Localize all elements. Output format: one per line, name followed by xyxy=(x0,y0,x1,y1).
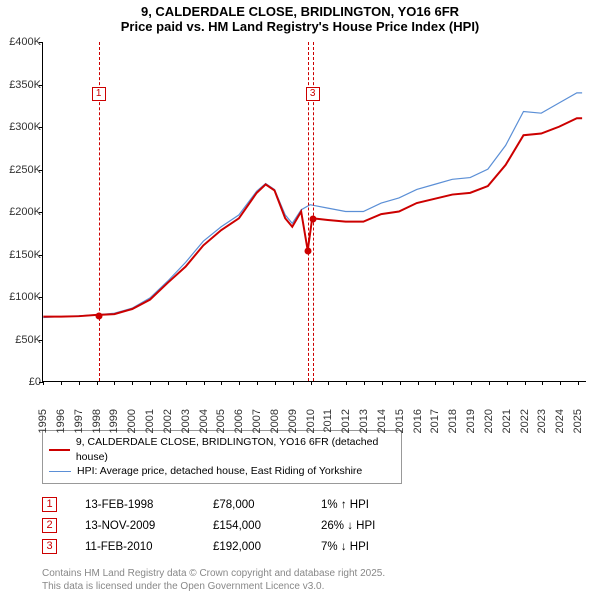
legend-swatch xyxy=(49,471,71,472)
x-tick-label: 2002 xyxy=(162,409,174,433)
legend-row: HPI: Average price, detached house, East… xyxy=(49,464,395,479)
sale-pct: 7% ↓ HPI xyxy=(321,541,421,553)
x-tick-label: 2020 xyxy=(483,409,495,433)
sale-row: 3 11-FEB-2010 £192,000 7% ↓ HPI xyxy=(42,536,542,557)
sales-table: 1 13-FEB-1998 £78,000 1% ↑ HPI 2 13-NOV-2009 £… xyxy=(42,494,542,557)
legend-label: 9, CALDERDALE CLOSE, BRIDLINGTON, YO16 6… xyxy=(76,435,395,464)
sale-marker-box: 3 xyxy=(306,87,320,101)
y-tick-label: £400K xyxy=(1,36,41,48)
x-tick-label: 2021 xyxy=(501,409,513,433)
x-tick-label: 2009 xyxy=(287,409,299,433)
x-tick-label: 2003 xyxy=(180,409,192,433)
x-tick-label: 2017 xyxy=(429,409,441,433)
sale-dot xyxy=(305,248,312,255)
x-tick-label: 2023 xyxy=(536,409,548,433)
sale-date: 13-NOV-2009 xyxy=(85,520,185,532)
sale-dot xyxy=(95,312,102,319)
x-tick-label: 1998 xyxy=(91,409,103,433)
y-tick-label: £100K xyxy=(1,291,41,303)
x-tick-label: 2007 xyxy=(251,409,263,433)
y-tick-label: £350K xyxy=(1,79,41,91)
sale-price: £192,000 xyxy=(213,541,293,553)
sale-number-box: 1 xyxy=(42,497,57,512)
x-tick-label: 2022 xyxy=(519,409,531,433)
x-tick-label: 2004 xyxy=(198,409,210,433)
sale-price: £154,000 xyxy=(213,520,293,532)
x-tick-label: 2000 xyxy=(126,409,138,433)
attribution-line1: Contains HM Land Registry data © Crown c… xyxy=(42,567,562,580)
attribution-text: Contains HM Land Registry data © Crown c… xyxy=(42,567,562,593)
sale-marker-box: 1 xyxy=(92,87,106,101)
x-tick-label: 2011 xyxy=(322,409,334,433)
x-tick-label: 2025 xyxy=(572,409,584,433)
sale-pct: 1% ↑ HPI xyxy=(321,499,421,511)
x-tick-label: 2012 xyxy=(340,409,352,433)
sale-date: 11-FEB-2010 xyxy=(85,541,185,553)
y-tick-label: £300K xyxy=(1,121,41,133)
sale-number-box: 2 xyxy=(42,518,57,533)
sale-row: 1 13-FEB-1998 £78,000 1% ↑ HPI xyxy=(42,494,542,515)
x-tick-label: 1997 xyxy=(73,409,85,433)
title-subtitle: Price paid vs. HM Land Registry's House … xyxy=(0,19,600,34)
x-tick-label: 2016 xyxy=(412,409,424,433)
legend-label: HPI: Average price, detached house, East… xyxy=(77,464,362,479)
sale-row: 2 13-NOV-2009 £154,000 26% ↓ HPI xyxy=(42,515,542,536)
x-tick-label: 1999 xyxy=(108,409,120,433)
x-tick-label: 2006 xyxy=(233,409,245,433)
sale-date: 13-FEB-1998 xyxy=(85,499,185,511)
legend-swatch xyxy=(49,449,70,451)
sale-price: £78,000 xyxy=(213,499,293,511)
x-tick-label: 2014 xyxy=(376,409,388,433)
y-tick-label: £200K xyxy=(1,206,41,218)
x-tick-label: 2001 xyxy=(144,409,156,433)
y-tick-label: £150K xyxy=(1,249,41,261)
x-tick-label: 2013 xyxy=(358,409,370,433)
x-tick-label: 2005 xyxy=(215,409,227,433)
x-tick-label: 1996 xyxy=(55,409,67,433)
x-tick-label: 2010 xyxy=(305,409,317,433)
x-tick-label: 2024 xyxy=(554,409,566,433)
x-tick-label: 2018 xyxy=(447,409,459,433)
sale-pct: 26% ↓ HPI xyxy=(321,520,421,532)
chart-title-block: 9, CALDERDALE CLOSE, BRIDLINGTON, YO16 6… xyxy=(0,0,600,36)
price-chart: £0£50K£100K£150K£200K£250K£300K£350K£400… xyxy=(42,42,586,382)
y-tick-label: £0 xyxy=(1,376,41,388)
y-tick-label: £250K xyxy=(1,164,41,176)
title-address: 9, CALDERDALE CLOSE, BRIDLINGTON, YO16 6… xyxy=(0,4,600,19)
x-tick-label: 1995 xyxy=(37,409,49,433)
x-tick-label: 2008 xyxy=(269,409,281,433)
legend-row: 9, CALDERDALE CLOSE, BRIDLINGTON, YO16 6… xyxy=(49,435,395,464)
y-tick-label: £50K xyxy=(1,334,41,346)
x-tick-label: 2019 xyxy=(465,409,477,433)
chart-legend: 9, CALDERDALE CLOSE, BRIDLINGTON, YO16 6… xyxy=(42,430,402,484)
sale-number-box: 3 xyxy=(42,539,57,554)
x-tick-label: 2015 xyxy=(394,409,406,433)
sale-dot xyxy=(309,215,316,222)
attribution-line2: This data is licensed under the Open Gov… xyxy=(42,580,562,593)
